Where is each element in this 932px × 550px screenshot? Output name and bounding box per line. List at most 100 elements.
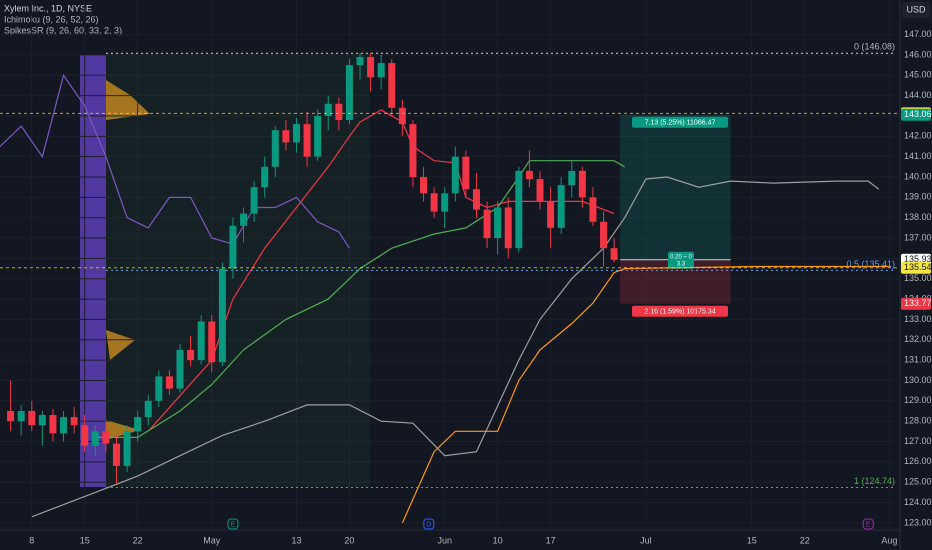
candle-body — [165, 376, 173, 389]
y-tick-label: 141.00 — [904, 151, 932, 161]
target-zone — [620, 114, 731, 260]
candle-body — [568, 170, 576, 186]
y-tick-label: 128.00 — [904, 416, 932, 426]
candle-body — [547, 201, 555, 228]
y-tick-label: 140.00 — [904, 171, 932, 181]
candle-body — [28, 410, 36, 426]
price-tag-label: 143.06 — [904, 109, 932, 119]
candle-body — [525, 170, 533, 180]
candle-body — [303, 124, 311, 157]
y-tick-label: 137.00 — [904, 232, 932, 242]
y-tick-label: 130.00 — [904, 375, 932, 385]
y-tick-label: 139.00 — [904, 192, 932, 202]
x-tick-label: 10 — [493, 535, 503, 545]
y-tick-label: 129.00 — [904, 395, 932, 405]
candle-body — [483, 209, 491, 239]
candle-body — [356, 56, 364, 66]
price-tag — [901, 261, 931, 274]
candle-body — [144, 400, 152, 418]
x-tick-label: Jul — [640, 535, 652, 545]
target-tag — [632, 116, 728, 128]
fib-label: 0 (146.08) — [854, 42, 895, 52]
x-tick-label: 20 — [344, 535, 354, 545]
x-tick-label: May — [203, 535, 221, 545]
event-label: E — [231, 521, 236, 528]
candle-body — [441, 193, 449, 212]
price-tag — [901, 108, 931, 121]
x-tick-label: Aug — [881, 535, 897, 545]
event-label: D — [426, 521, 431, 528]
y-tick-label: 124.00 — [904, 497, 932, 507]
candle-body — [282, 130, 290, 143]
x-tick-label: 15 — [80, 535, 90, 545]
y-tick-label: 132.00 — [904, 334, 932, 344]
candle-body — [60, 417, 68, 434]
candle-body — [335, 103, 343, 121]
mid-label: 3.3 — [677, 261, 686, 267]
y-tick-label: 127.00 — [904, 436, 932, 446]
indicator-line — [0, 73, 350, 249]
symbol-title: Xylem Inc., 1D, NYSE — [4, 3, 92, 13]
indicator-line — [31, 176, 880, 518]
event-marker — [227, 518, 239, 530]
candle-body — [398, 107, 406, 125]
candle-body — [123, 431, 131, 466]
currency-box[interactable] — [902, 2, 930, 18]
candle-body — [134, 417, 142, 432]
candle-body — [218, 268, 226, 363]
candle-body — [49, 415, 57, 434]
candle-body — [197, 321, 205, 361]
indicator-line — [401, 265, 890, 524]
price-tag-label: 133.77 — [904, 298, 932, 308]
candle-body — [515, 170, 523, 249]
stop-tag — [632, 305, 728, 317]
candle-body — [112, 443, 120, 466]
candle-body — [187, 349, 195, 361]
y-tick-label: 133.00 — [904, 314, 932, 324]
mid-tag — [668, 251, 694, 269]
y-tick-label: 123.00 — [904, 517, 932, 527]
y-tick-label: 145.00 — [904, 70, 932, 80]
candle-body — [240, 213, 248, 226]
candle-body — [155, 376, 163, 401]
candle-body — [367, 56, 375, 78]
candle-body — [70, 417, 78, 426]
x-tick-label: 22 — [800, 535, 810, 545]
y-tick-label: 144.00 — [904, 90, 932, 100]
y-tick-label: 142.00 — [904, 131, 932, 141]
y-tick-label: 131.00 — [904, 354, 932, 364]
price-tag — [901, 297, 931, 310]
candle-body — [589, 197, 597, 222]
indicator-label: SpikesSR (9, 26, 60, 33, 2, 3) — [4, 25, 122, 35]
x-tick-label: 22 — [133, 535, 143, 545]
candle-body — [557, 185, 565, 228]
y-tick-label: 146.00 — [904, 49, 932, 59]
price-tag-label: 135.93 — [904, 254, 932, 264]
currency[interactable]: USD — [906, 4, 926, 14]
candle-body — [314, 115, 322, 157]
indicator-line — [95, 160, 625, 438]
target-label: 7.13 (5.25%) 11066.47 — [645, 120, 716, 127]
x-tick-label: 17 — [546, 535, 556, 545]
candle-body — [81, 425, 89, 446]
mid-label: 0.20 ÷ 0 — [670, 254, 692, 260]
candle-body — [17, 410, 25, 422]
x-tick-label: 15 — [747, 535, 757, 545]
y-tick-label: 135.00 — [904, 273, 932, 283]
y-tick-label: 126.00 — [904, 456, 932, 466]
volume-profile-peaks — [106, 80, 150, 440]
candle-body — [38, 415, 46, 426]
fib-label: 1 (124.74) — [854, 476, 895, 486]
candle-body — [102, 431, 110, 444]
candle-body — [451, 156, 459, 194]
candle-body — [472, 189, 480, 210]
event-label: E — [866, 521, 871, 528]
y-tick-label: 125.00 — [904, 477, 932, 487]
candle-body — [504, 207, 512, 249]
candle-body — [271, 130, 279, 167]
y-tick-label: 138.00 — [904, 212, 932, 222]
fib-label: 0.5 (135.41) — [846, 259, 895, 269]
candle-body — [430, 193, 438, 212]
